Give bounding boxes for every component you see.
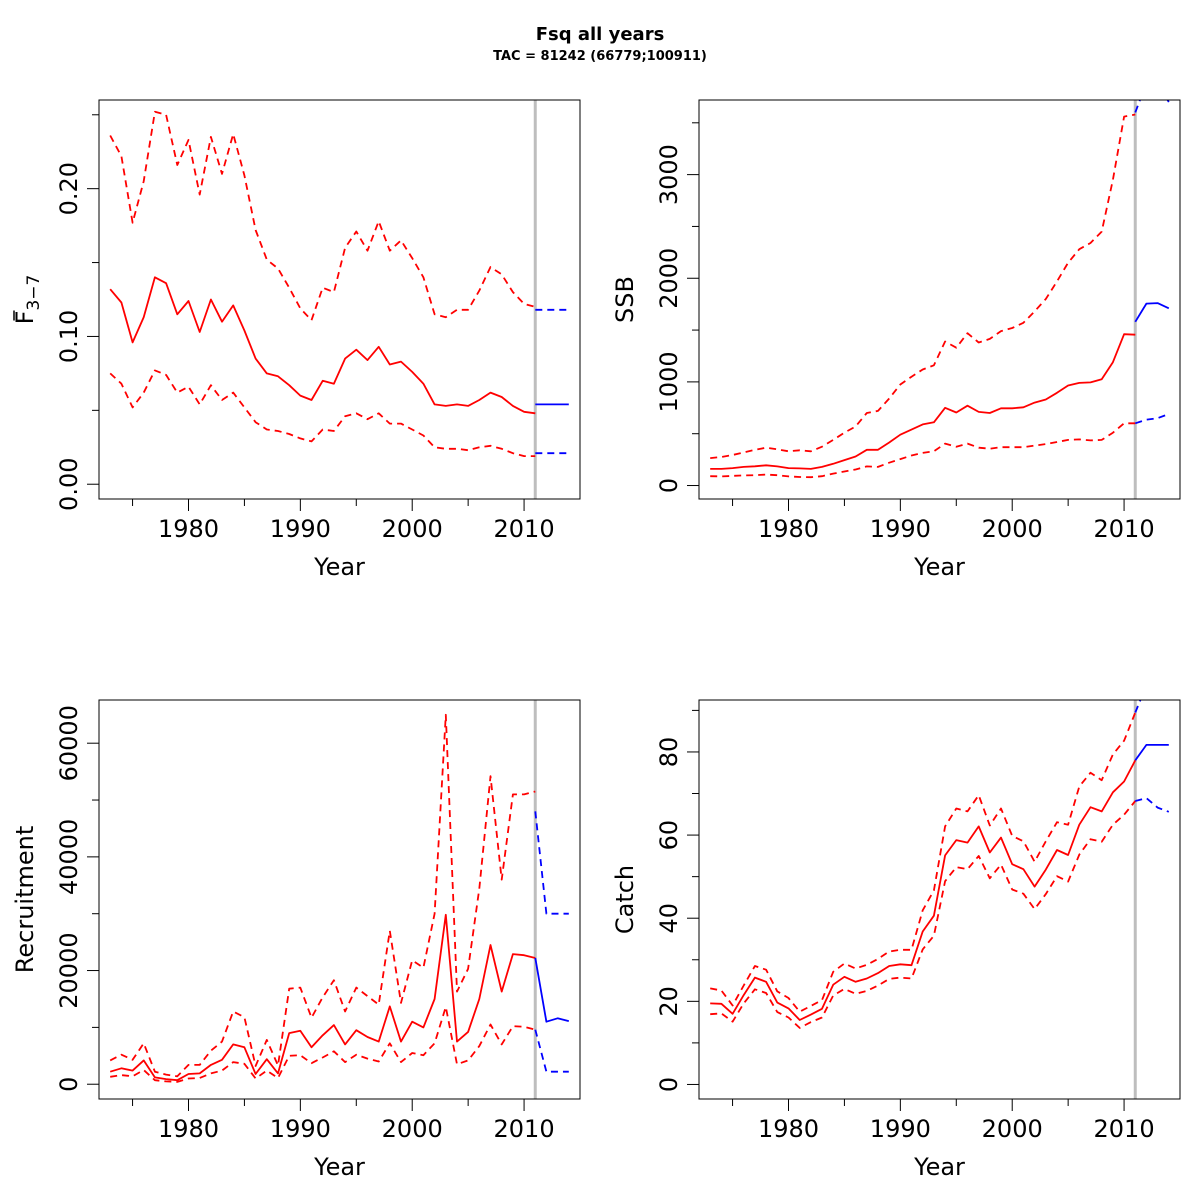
forecast-estimate-line xyxy=(1134,744,1169,761)
x-tick-label: 2010 xyxy=(494,1115,555,1143)
panel-catch: 1980 1990 2000 2010 0 20 40 60 80 Year Catch xyxy=(611,699,1181,1181)
x-tick-label: 2000 xyxy=(982,1115,1043,1143)
y-axis-label: Catch xyxy=(611,865,639,934)
y-tick-label: 0 xyxy=(55,1077,83,1092)
series-upper-line xyxy=(109,713,536,1078)
plot-frame xyxy=(98,99,581,500)
forecast-estimate-line xyxy=(1134,302,1170,323)
y-tick-label: 0 xyxy=(655,478,683,493)
series-estimate-line xyxy=(710,759,1137,1021)
plot-area xyxy=(109,100,569,499)
series-estimate-line xyxy=(710,333,1136,470)
x-axis-label: Year xyxy=(313,1153,365,1181)
x-tick-label: 2000 xyxy=(382,515,443,543)
y-tick-label: 1000 xyxy=(655,351,683,412)
panel-fbar: 1980 1990 2000 2010 0.00 0.10 0.20 Year F3−7 xyxy=(11,99,581,581)
x-tick-label: 1980 xyxy=(158,515,219,543)
y-tick-label: 0.20 xyxy=(55,162,83,215)
y-axis-label: Recruitment xyxy=(11,826,39,973)
y-tick-label: 2000 xyxy=(655,248,683,309)
y-axis-label: SSB xyxy=(611,276,639,323)
plot-frame xyxy=(698,99,1181,500)
y-axis-label: F3−7 xyxy=(11,275,44,325)
y-tick-label: 40000 xyxy=(55,819,83,895)
forecast-upper-line xyxy=(534,811,569,915)
y-tick-label: 60000 xyxy=(55,705,83,781)
y-tick-label: 0.10 xyxy=(55,310,83,363)
panels: 1980 1990 2000 20100.000.100.20YearF3−71980… xyxy=(11,99,1181,1181)
x-tick-label: 1990 xyxy=(270,1115,331,1143)
series-upper-line xyxy=(109,110,536,322)
x-tick-label: 1990 xyxy=(870,1115,931,1143)
series-lower-line xyxy=(109,369,536,458)
y-axis-label-sub: 3−7 xyxy=(24,275,44,311)
forecast-estimate-line xyxy=(534,957,570,1023)
x-axis-label: Year xyxy=(913,553,965,581)
chart-subtitle: TAC = 81242 (66779;100911) xyxy=(493,49,707,64)
y-tick-label: 20 xyxy=(655,986,683,1017)
forecast-upper-line xyxy=(1134,700,1142,713)
forecast-lower-line xyxy=(1135,413,1170,425)
series-lower-line xyxy=(710,422,1136,479)
y-tick-label: 3000 xyxy=(655,144,683,205)
y-tick-label: 0.00 xyxy=(55,458,83,511)
plot-area xyxy=(710,700,1170,1099)
panel-recruitment: 1980 1990 2000 2010 0 20000 40000 60000 Year Recr… xyxy=(11,699,581,1181)
panel-ssb: 1980 1990 2000 2010 0 1000 2000 3000 Year SSB xyxy=(611,99,1181,581)
y-tick-label: 60 xyxy=(655,820,683,851)
plot-frame xyxy=(698,699,1181,1100)
x-tick-label: 2010 xyxy=(1094,1115,1155,1143)
series-estimate-line xyxy=(109,913,536,1082)
x-tick-label: 2010 xyxy=(1094,515,1155,543)
x-tick-label: 1990 xyxy=(870,515,931,543)
x-tick-label: 1980 xyxy=(158,1115,219,1143)
x-tick-label: 2010 xyxy=(494,515,555,543)
forecast-lower-line xyxy=(534,1029,569,1073)
series-upper-line xyxy=(710,113,1136,459)
series-lower-line xyxy=(110,1006,536,1083)
x-tick-label: 2000 xyxy=(382,1115,443,1143)
plot-area xyxy=(710,100,1170,499)
y-axis-label-main: F xyxy=(11,311,39,325)
y-tick-label: 80 xyxy=(655,737,683,768)
forecast-lower-line xyxy=(1135,797,1170,813)
plot-frame xyxy=(98,699,581,1100)
x-tick-label: 1980 xyxy=(758,1115,819,1143)
x-tick-label: 1980 xyxy=(758,515,819,543)
series-estimate-line xyxy=(109,276,536,415)
chart-title: Fsq all years xyxy=(536,24,665,45)
y-tick-label: 20000 xyxy=(55,932,83,1008)
x-tick-label: 1990 xyxy=(270,515,331,543)
x-axis-label: Year xyxy=(313,553,365,581)
y-tick-label: 0 xyxy=(655,1077,683,1092)
y-tick-label: 40 xyxy=(655,903,683,934)
series-upper-line xyxy=(710,712,1137,1013)
series-lower-line xyxy=(710,800,1136,1029)
forecast-upper-line xyxy=(1134,100,1170,113)
x-tick-label: 2000 xyxy=(982,515,1043,543)
x-axis-label: Year xyxy=(913,1153,965,1181)
plot-area xyxy=(109,700,570,1099)
